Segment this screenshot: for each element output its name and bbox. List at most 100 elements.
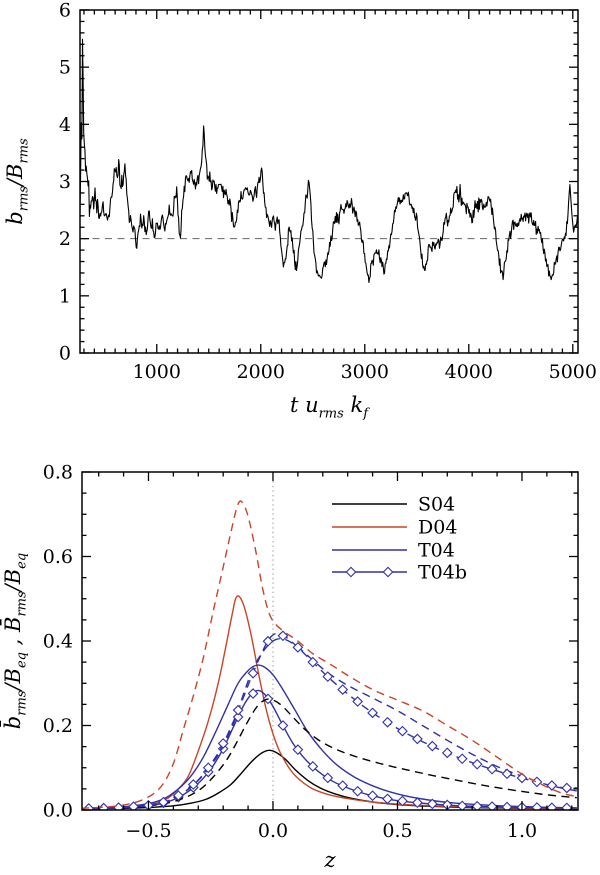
diamond-marker: [367, 707, 378, 719]
label-text: 4000: [445, 361, 493, 383]
diamond-marker: [486, 763, 498, 775]
diamond-marker: [247, 667, 259, 679]
diamond-marker: [187, 779, 199, 790]
diamond-marker: [128, 801, 139, 810]
label-text: 4: [59, 114, 71, 136]
diamond-marker: [232, 704, 244, 716]
label-text: −0.5: [125, 820, 171, 842]
x-tick-label: 1000: [133, 361, 181, 383]
diamond-marker: [397, 795, 408, 807]
label-text: /B: [1, 569, 25, 594]
label-subscript: f: [362, 406, 370, 421]
label-subscript: rms: [319, 406, 345, 421]
label-text: 1000: [133, 361, 181, 383]
diamond-marker: [412, 797, 423, 809]
x-tick-label: 0.5: [382, 820, 412, 842]
series-t04-b-rms-b-eq: [82, 664, 577, 809]
diamond-marker: [441, 747, 453, 759]
legend-item-s04: S04: [332, 494, 455, 516]
diamond-marker: [501, 801, 513, 810]
label-text: 0.2: [43, 715, 73, 737]
diamond-marker: [561, 802, 573, 810]
y-tick-label: 0.6: [43, 546, 73, 568]
diamond-marker: [262, 635, 274, 647]
label-text: k: [344, 393, 363, 417]
label-subscript: rms: [16, 186, 31, 212]
label-text: S04: [418, 494, 455, 516]
diamond-marker: [247, 688, 259, 699]
label-text: z: [323, 848, 336, 872]
label-text: 3000: [341, 361, 389, 383]
legend-label-d04: D04: [418, 517, 457, 539]
diamond-marker: [277, 720, 289, 731]
diamond-marker: [397, 725, 408, 737]
label-text: 0.0: [43, 800, 73, 822]
diamond-marker: [98, 802, 110, 810]
diamond-marker: [202, 762, 214, 774]
series-t04-b-rms-b-eq: [82, 637, 577, 809]
label-text: 2: [59, 228, 71, 250]
label-text: 5000: [549, 361, 597, 383]
y-axis-label: brms/Brms: [3, 138, 31, 225]
series-s04-b-rms-b-eq: [82, 698, 577, 809]
label-text: T04b: [418, 562, 467, 584]
series-group: [80, 38, 578, 283]
diamond-marker: [531, 802, 543, 810]
axes: [79, 9, 579, 354]
diamond-marker: [232, 711, 244, 723]
label-text: 3: [59, 171, 71, 193]
x-tick-label: −0.5: [125, 820, 171, 842]
series-t04b-b-rms-b-eq: [82, 632, 577, 810]
label-text: /B: [1, 668, 25, 693]
diamond-marker: [292, 641, 304, 653]
x-tick-label: 0.0: [258, 820, 288, 842]
diamond-marker: [486, 801, 498, 810]
label-text: 2000: [237, 361, 285, 383]
y-tick-label: 0.0: [43, 800, 73, 822]
diamond-marker: [546, 780, 558, 791]
label-text: 5: [59, 57, 71, 79]
diamond-marker: [307, 761, 319, 772]
label-text: 0.6: [43, 546, 73, 568]
diamond-marker: [337, 684, 349, 695]
label-text: 1: [59, 285, 71, 307]
y-tick-label: 4: [59, 114, 71, 136]
bottom-panel: −0.5 0.0 0.5 1.00.00.20.40.60.8zb̄rms/Beq ,…: [0, 462, 579, 872]
diamond-marker: [501, 768, 513, 780]
diamond-marker: [322, 671, 334, 682]
x-tick-label: 4000: [445, 361, 493, 383]
x-axis-label: t urms kf: [290, 393, 370, 421]
diamond-marker: [516, 772, 528, 784]
label-text: 0: [59, 343, 71, 365]
diamond-marker: [352, 785, 364, 797]
diamond-marker: [158, 796, 169, 808]
label-text: /B: [3, 164, 27, 189]
diamond-marker: [172, 790, 184, 801]
diamond-marker: [345, 566, 357, 578]
label-subscript: eq: [14, 553, 29, 569]
diamond-marker: [412, 733, 423, 745]
label-text: 1.0: [507, 820, 537, 842]
diamond-marker: [456, 800, 468, 810]
plot-box: [79, 9, 579, 354]
diamond-marker: [471, 800, 483, 810]
diamond-marker: [113, 802, 124, 810]
diamond-marker: [456, 753, 468, 765]
axes: [81, 471, 579, 811]
legend-item-t04b: T04b: [332, 562, 467, 584]
diamond-marker: [277, 630, 289, 642]
y-tick-label: 2: [59, 228, 71, 250]
y-tick-label: 5: [59, 57, 71, 79]
y-tick-label: 0.4: [43, 631, 73, 653]
legend-item-t04: T04: [332, 540, 455, 562]
y-tick-label: 0.8: [43, 462, 73, 484]
series-group: [82, 500, 577, 810]
label-text: 0.4: [43, 631, 73, 653]
label-subscript: rms: [14, 690, 29, 716]
diamond-marker: [382, 716, 393, 728]
label-subscript: rms: [16, 138, 31, 164]
label-text: 6: [59, 0, 71, 22]
series-d04-b-rms-b-eq: [82, 500, 577, 809]
